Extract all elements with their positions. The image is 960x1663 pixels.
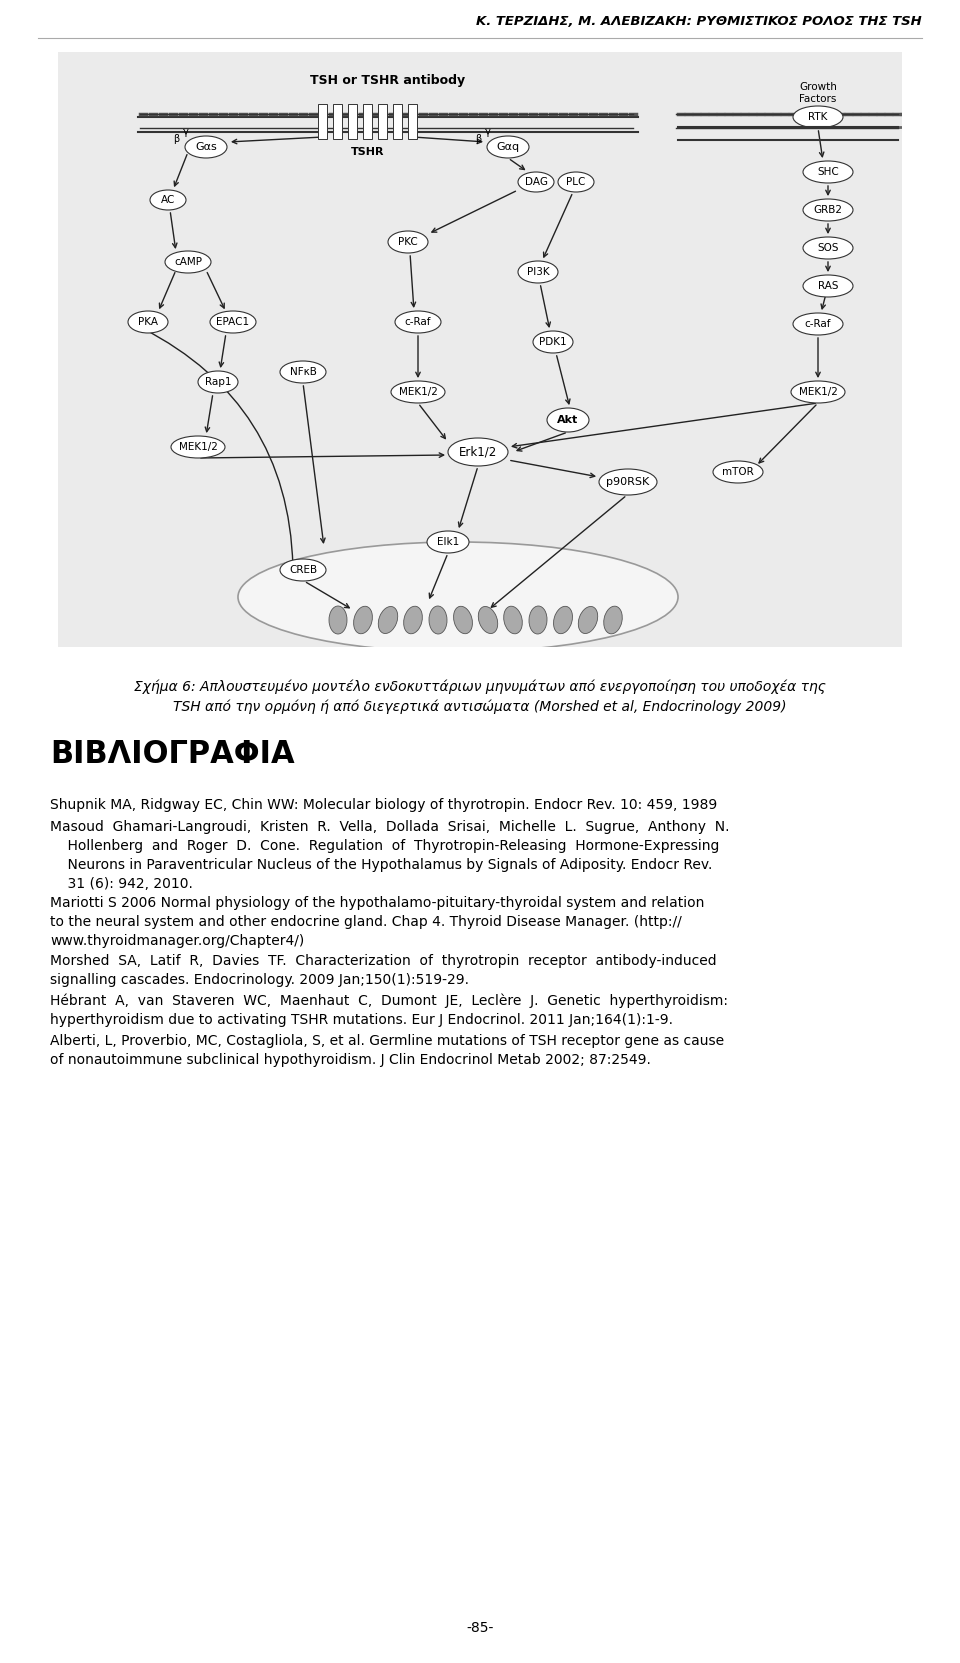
Text: Akt: Akt bbox=[558, 416, 579, 426]
Ellipse shape bbox=[478, 607, 497, 634]
Ellipse shape bbox=[803, 238, 853, 259]
Text: PI3K: PI3K bbox=[527, 268, 549, 278]
Text: cAMP: cAMP bbox=[174, 258, 202, 268]
Text: GRB2: GRB2 bbox=[813, 205, 843, 215]
Text: ΒΙΒΛΙΟΓΡΑΦΙΑ: ΒΙΒΛΙΟΓΡΑΦΙΑ bbox=[50, 740, 295, 768]
Text: RTK: RTK bbox=[808, 111, 828, 121]
Text: DAG: DAG bbox=[524, 176, 547, 186]
Ellipse shape bbox=[453, 607, 472, 634]
Text: PKA: PKA bbox=[138, 318, 158, 328]
Ellipse shape bbox=[395, 311, 441, 333]
Text: Mariotti S 2006 Normal physiology of the hypothalamo-pituitary-thyroidal system : Mariotti S 2006 Normal physiology of the… bbox=[50, 896, 705, 948]
Text: K. TEPZIΔHΣ, M. AΛEBIΖAKH: PYΘMIΣTIKOΣ POΛOΣ THΣ TSH: K. TEPZIΔHΣ, M. AΛEBIΖAKH: PYΘMIΣTIKOΣ P… bbox=[476, 15, 922, 28]
Text: β: β bbox=[173, 135, 180, 145]
Text: mTOR: mTOR bbox=[722, 467, 754, 477]
Ellipse shape bbox=[533, 331, 573, 353]
Text: NFκB: NFκB bbox=[290, 368, 317, 378]
Text: Σχήμα 6: Απλουστευμένο μοντέλο ενδοκυττάριων μηνυμάτων από ενεργοποίηση του υποδ: Σχήμα 6: Απλουστευμένο μοντέλο ενδοκυττά… bbox=[134, 680, 826, 695]
Ellipse shape bbox=[429, 605, 447, 634]
Ellipse shape bbox=[713, 461, 763, 482]
Ellipse shape bbox=[518, 171, 554, 191]
Ellipse shape bbox=[378, 607, 397, 634]
Text: PLC: PLC bbox=[566, 176, 586, 186]
Ellipse shape bbox=[198, 371, 238, 392]
Ellipse shape bbox=[487, 136, 529, 158]
Text: c-Raf: c-Raf bbox=[405, 318, 431, 328]
Text: CREB: CREB bbox=[289, 565, 317, 575]
FancyBboxPatch shape bbox=[333, 105, 342, 140]
Ellipse shape bbox=[803, 161, 853, 183]
Ellipse shape bbox=[128, 311, 168, 333]
Text: Shupnik MA, Ridgway EC, Chin WW: Molecular biology of thyrotropin. Endocr Rev. 1: Shupnik MA, Ridgway EC, Chin WW: Molecul… bbox=[50, 798, 717, 812]
Text: Factors: Factors bbox=[800, 95, 837, 105]
Text: γ: γ bbox=[485, 126, 491, 136]
Text: -85-: -85- bbox=[467, 1621, 493, 1635]
FancyBboxPatch shape bbox=[363, 105, 372, 140]
Text: TSH or TSHR antibody: TSH or TSHR antibody bbox=[310, 73, 466, 86]
Text: MEK1/2: MEK1/2 bbox=[398, 387, 438, 397]
Ellipse shape bbox=[171, 436, 225, 457]
Ellipse shape bbox=[165, 251, 211, 273]
Text: p90RSK: p90RSK bbox=[607, 477, 650, 487]
Text: Hébrant  A,  van  Staveren  WC,  Maenhaut  C,  Dumont  JE,  Leclère  J.  Genetic: Hébrant A, van Staveren WC, Maenhaut C, … bbox=[50, 994, 728, 1028]
Ellipse shape bbox=[578, 607, 598, 634]
Ellipse shape bbox=[403, 607, 422, 634]
Text: SOS: SOS bbox=[817, 243, 839, 253]
Text: Growth: Growth bbox=[799, 81, 837, 91]
Ellipse shape bbox=[329, 605, 347, 634]
Ellipse shape bbox=[427, 530, 469, 554]
FancyBboxPatch shape bbox=[408, 105, 417, 140]
Text: MEK1/2: MEK1/2 bbox=[799, 387, 837, 397]
FancyBboxPatch shape bbox=[378, 105, 387, 140]
Text: Morshed  SA,  Latif  R,  Davies  TF.  Characterization  of  thyrotropin  recepto: Morshed SA, Latif R, Davies TF. Characte… bbox=[50, 955, 716, 986]
Ellipse shape bbox=[793, 106, 843, 128]
FancyBboxPatch shape bbox=[58, 52, 902, 647]
Text: MEK1/2: MEK1/2 bbox=[179, 442, 217, 452]
Ellipse shape bbox=[558, 171, 594, 191]
Text: Rap1: Rap1 bbox=[204, 378, 231, 387]
FancyBboxPatch shape bbox=[318, 105, 327, 140]
Ellipse shape bbox=[280, 361, 326, 382]
Text: Erk1/2: Erk1/2 bbox=[459, 446, 497, 459]
FancyBboxPatch shape bbox=[348, 105, 357, 140]
Text: PDK1: PDK1 bbox=[540, 338, 566, 348]
Ellipse shape bbox=[599, 469, 657, 496]
Text: PKC: PKC bbox=[398, 238, 418, 248]
Ellipse shape bbox=[391, 381, 445, 402]
Text: Elk1: Elk1 bbox=[437, 537, 459, 547]
Text: β: β bbox=[475, 135, 481, 145]
Ellipse shape bbox=[803, 274, 853, 298]
Text: Masoud  Ghamari-Langroudi,  Kristen  R.  Vella,  Dollada  Srisai,  Michelle  L. : Masoud Ghamari-Langroudi, Kristen R. Vel… bbox=[50, 820, 730, 891]
Text: EPAC1: EPAC1 bbox=[216, 318, 250, 328]
Ellipse shape bbox=[518, 261, 558, 283]
Ellipse shape bbox=[554, 607, 572, 634]
Ellipse shape bbox=[793, 313, 843, 334]
Ellipse shape bbox=[803, 200, 853, 221]
Ellipse shape bbox=[448, 437, 508, 466]
Ellipse shape bbox=[185, 136, 227, 158]
Text: Gαq: Gαq bbox=[496, 141, 519, 151]
Text: γ: γ bbox=[183, 126, 189, 136]
FancyBboxPatch shape bbox=[393, 105, 402, 140]
Ellipse shape bbox=[547, 407, 589, 432]
Ellipse shape bbox=[791, 381, 845, 402]
Ellipse shape bbox=[238, 542, 678, 652]
Text: Gαs: Gαs bbox=[195, 141, 217, 151]
Text: TSH από την ορμόνη ή από διεγερτικά αντισώματα (Morshed et al, Endocrinology 200: TSH από την ορμόνη ή από διεγερτικά αντι… bbox=[173, 700, 787, 715]
Text: Alberti, L, Proverbio, MC, Costagliola, S, et al. Germline mutations of TSH rece: Alberti, L, Proverbio, MC, Costagliola, … bbox=[50, 1034, 724, 1068]
Ellipse shape bbox=[150, 190, 186, 210]
Text: RAS: RAS bbox=[818, 281, 838, 291]
Ellipse shape bbox=[388, 231, 428, 253]
Ellipse shape bbox=[210, 311, 256, 333]
Ellipse shape bbox=[353, 607, 372, 634]
Text: TSHR: TSHR bbox=[351, 146, 385, 156]
Ellipse shape bbox=[604, 607, 622, 634]
Ellipse shape bbox=[529, 605, 547, 634]
Text: AC: AC bbox=[161, 195, 175, 205]
Text: SHC: SHC bbox=[817, 166, 839, 176]
Ellipse shape bbox=[280, 559, 326, 580]
Ellipse shape bbox=[504, 607, 522, 634]
Text: c-Raf: c-Raf bbox=[804, 319, 831, 329]
